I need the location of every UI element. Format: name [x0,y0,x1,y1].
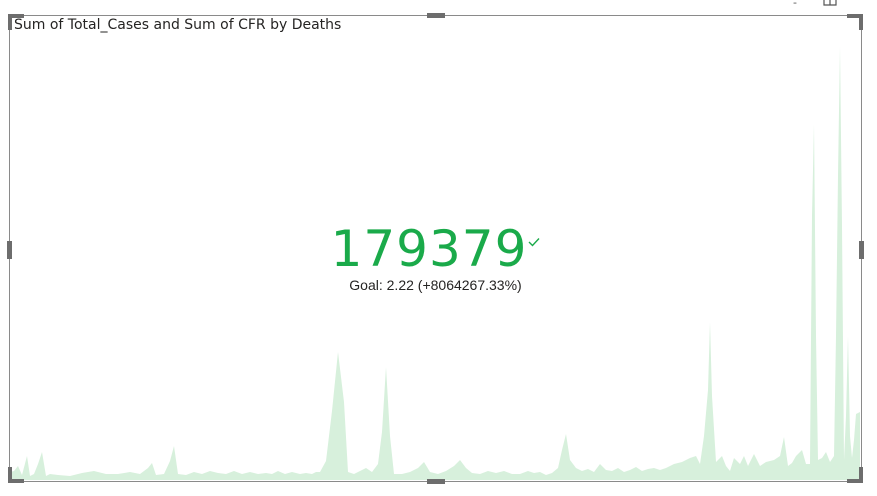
focus-mode-icon[interactable] [823,0,837,8]
resize-handle-left[interactable] [7,241,12,259]
checkmark-icon [528,235,540,251]
kpi-display: 179379 [10,221,861,277]
filter-icon[interactable]: - [793,0,797,9]
resize-handle-top-right[interactable] [847,14,863,30]
resize-handle-top[interactable] [427,13,445,18]
resize-handle-bottom[interactable] [427,479,445,484]
resize-handle-top-left[interactable] [8,14,24,30]
kpi-goal: Goal: 2.22 (+8064267.33%) [349,277,522,293]
resize-handle-bottom-left[interactable] [8,467,24,483]
visual-title: Sum of Total_Cases and Sum of CFR by Dea… [14,17,342,33]
kpi-visual[interactable]: Sum of Total_Cases and Sum of CFR by Dea… [7,13,864,484]
kpi-value: 179379 [330,220,528,278]
resize-handle-bottom-right[interactable] [847,467,863,483]
visual-header-icons: - [793,0,837,8]
resize-handle-right[interactable] [859,241,864,259]
